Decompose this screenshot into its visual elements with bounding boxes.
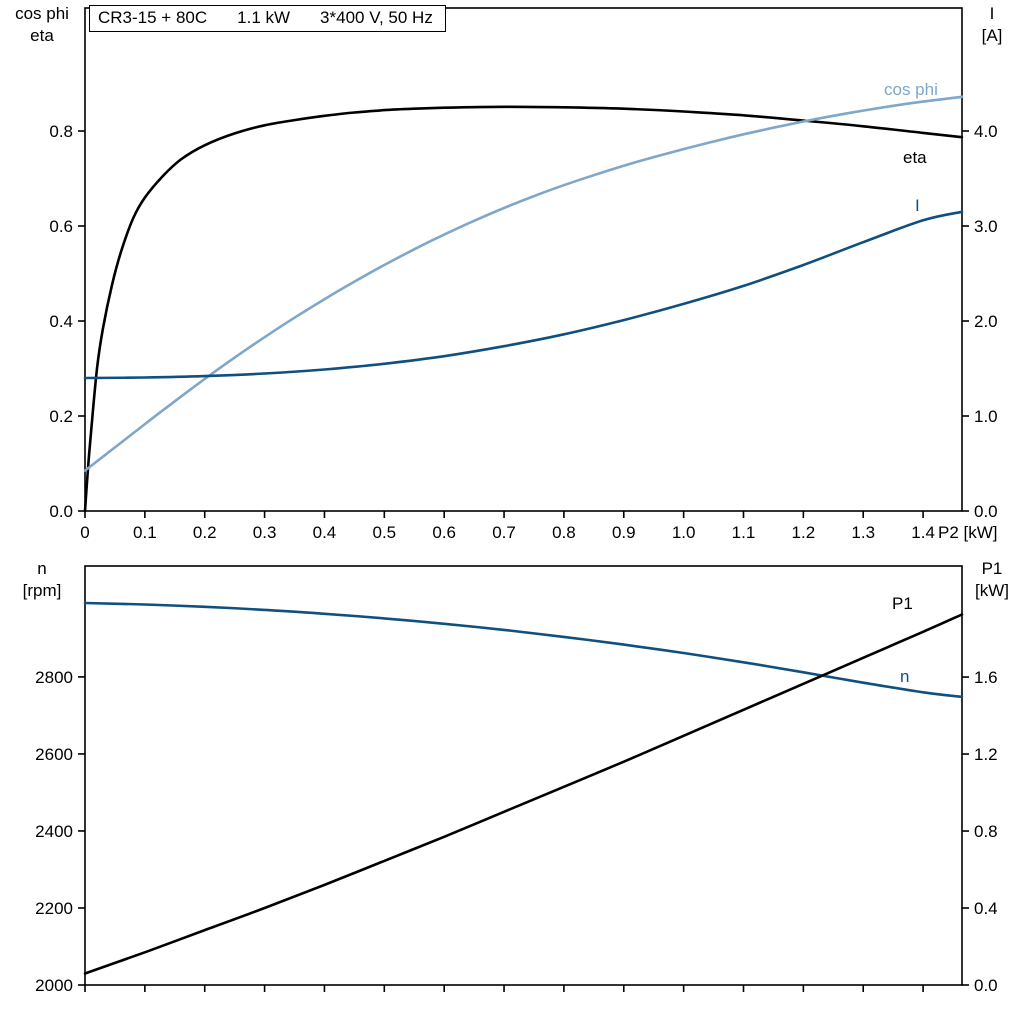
bottom-right-axis-title: P1 [kW]: [964, 558, 1020, 602]
axis-title-eta: eta: [30, 26, 54, 45]
x-tick-label: 0.5: [372, 523, 396, 542]
y-left-tick-label: 2600: [35, 745, 73, 764]
x-tick-label: 0.7: [492, 523, 516, 542]
axis-title-p1: P1: [981, 559, 1003, 578]
y-right-tick-label: 0.0: [974, 976, 998, 995]
top-left-axis-title: cos phi eta: [0, 3, 84, 47]
y-right-tick-label: 1.2: [974, 745, 998, 764]
y-left-tick-label: 0.6: [49, 217, 73, 236]
x-tick-label: 1.4: [911, 523, 935, 542]
x-tick-label: 0.6: [432, 523, 456, 542]
speed-curve-label: n: [900, 667, 910, 686]
current-curve: [83, 210, 964, 380]
y-right-tick-label: 1.6: [974, 668, 998, 687]
speed-curve: [83, 601, 964, 699]
axis-title-current: I: [989, 4, 995, 23]
axis-title-current-unit: [A]: [981, 26, 1003, 45]
plot-frame: [84, 565, 963, 986]
y-right-tick-label: 4.0: [974, 122, 998, 141]
x-tick-label: 1.2: [792, 523, 816, 542]
x-tick-label: 0: [80, 523, 89, 542]
x-tick-label: 0.4: [313, 523, 337, 542]
y-left-tick-label: 0.8: [49, 122, 73, 141]
motor-power: 1.1 kW: [237, 8, 291, 27]
y-right-tick-label: 0.4: [974, 899, 998, 918]
x-tick-label: 0.3: [253, 523, 277, 542]
x-tick-label: 0.1: [133, 523, 157, 542]
eta-curve-label: eta: [903, 148, 927, 167]
y-left-tick-label: 0.0: [49, 502, 73, 521]
y-right-tick-label: 0.0: [974, 502, 998, 521]
x-tick-label: 0.2: [193, 523, 217, 542]
y-left-tick-label: 2200: [35, 899, 73, 918]
x-tick-label: 1.3: [851, 523, 875, 542]
x-tick-label: 0.8: [552, 523, 576, 542]
x-tick-label: 1.1: [732, 523, 756, 542]
y-left-tick-label: 0.4: [49, 312, 73, 331]
supply-voltage: 3*400 V, 50 Hz: [320, 8, 433, 27]
chart-title-box: CR3-15 + 80C 1.1 kW 3*400 V, 50 Hz: [89, 5, 446, 32]
p1-curve-label: P1: [892, 594, 913, 613]
y-right-tick-label: 3.0: [974, 217, 998, 236]
y-left-tick-label: 2400: [35, 822, 73, 841]
y-right-tick-label: 1.0: [974, 407, 998, 426]
plot-frame: [84, 7, 963, 512]
x-tick-label: 1.0: [672, 523, 696, 542]
axis-title-speed-unit: [rpm]: [22, 581, 62, 600]
pump-model: CR3-15 + 80C: [98, 8, 208, 27]
cos-phi-curve-label: cos phi: [884, 80, 938, 99]
p1-curve: [83, 613, 964, 975]
axis-title-speed: n: [37, 559, 47, 578]
axis-title-p1-unit: [kW]: [975, 581, 1009, 600]
y-left-tick-label: 2800: [35, 668, 73, 687]
top-right-axis-title: I [A]: [964, 3, 1020, 47]
y-right-tick-label: 2.0: [974, 312, 998, 331]
axis-title-cos-phi: cos phi: [15, 4, 69, 23]
current-curve-label: I: [915, 196, 920, 215]
x-axis-title: P2 [kW]: [938, 523, 998, 542]
eta-curve: [83, 105, 964, 513]
y-left-tick-label: 2000: [35, 976, 73, 995]
y-left-tick-label: 0.2: [49, 407, 73, 426]
cos-phi-curve: [83, 95, 964, 472]
y-right-tick-label: 0.8: [974, 822, 998, 841]
bottom-left-axis-title: n [rpm]: [0, 558, 84, 602]
x-tick-label: 0.9: [612, 523, 636, 542]
